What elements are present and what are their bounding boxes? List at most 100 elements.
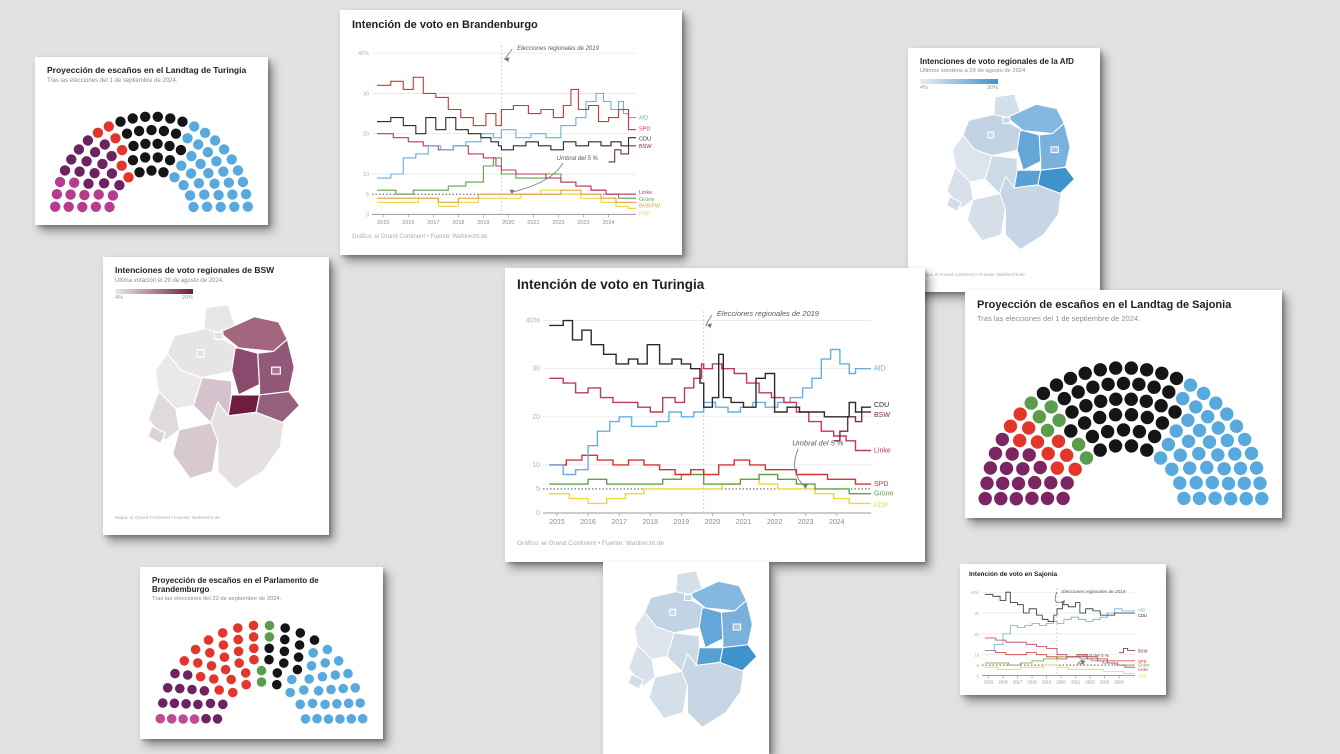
svg-text:2023: 2023 <box>1100 680 1110 685</box>
legend-max-label: 30% <box>986 85 998 92</box>
germany-map-afd <box>946 93 1075 251</box>
legend-gradient-bar <box>115 288 193 294</box>
svg-text:2022: 2022 <box>1085 680 1095 685</box>
svg-text:2023: 2023 <box>577 220 589 226</box>
card-title: Proyección de escaños en el Parlamento d… <box>152 576 319 595</box>
germany-map-bsw <box>147 303 301 490</box>
card-title: Intención de voto en Turingia <box>517 277 705 292</box>
svg-text:Umbral del 5 %: Umbral del 5 % <box>557 156 599 162</box>
svg-text:BSW: BSW <box>639 143 652 149</box>
svg-text:2019: 2019 <box>674 519 690 526</box>
card-poll-thuringia: Intención de voto en Turingia 40% 30 20 10 5… <box>505 268 925 562</box>
svg-text:FDP: FDP <box>874 502 888 509</box>
svg-text:BSW: BSW <box>1138 649 1148 654</box>
line-chart-brandenburg: 40% 30 20 10 5 0 2015 2016 2017 2018 2019 2020 2021 2… <box>358 44 661 226</box>
svg-text:CDU: CDU <box>1138 613 1147 618</box>
svg-text:2016: 2016 <box>402 220 414 226</box>
svg-text:0: 0 <box>536 510 540 517</box>
card-subtitle: Últimos sondeos a 29 de agosto de 2024 <box>920 68 1026 75</box>
svg-text:2020: 2020 <box>502 220 514 226</box>
svg-text:Elecciones regionales de 2019: Elecciones regionales de 2019 <box>1062 589 1126 594</box>
svg-text:2019: 2019 <box>477 220 489 226</box>
svg-text:2023: 2023 <box>798 519 814 526</box>
svg-text:2017: 2017 <box>427 220 439 226</box>
card-title: Proyección de escaños en el Landtag de T… <box>47 65 247 75</box>
svg-text:2018: 2018 <box>452 220 464 226</box>
svg-text:40%: 40% <box>971 591 980 596</box>
svg-text:2020: 2020 <box>705 519 721 526</box>
card-subtitle: Última votación el 29 de agosto de 2024. <box>115 277 224 284</box>
card-map-bsw: Intenciones de voto regionales de BSW Úl… <box>103 257 329 535</box>
svg-text:SPD: SPD <box>874 481 888 488</box>
svg-text:2015: 2015 <box>549 519 565 526</box>
svg-text:Grüne: Grüne <box>639 197 654 203</box>
svg-text:SPD: SPD <box>639 126 650 132</box>
line-chart-thuringia: 40% 30 20 10 5 0 2015 2016 2017 2018 2019 2020 2021 2… <box>526 309 894 526</box>
svg-text:2021: 2021 <box>736 519 752 526</box>
svg-text:Linke: Linke <box>639 190 652 196</box>
svg-text:2018: 2018 <box>1027 680 1037 685</box>
svg-text:2015: 2015 <box>984 680 994 685</box>
svg-text:CDU: CDU <box>874 402 889 409</box>
legend-min-label: 4% <box>920 85 928 92</box>
svg-text:2018: 2018 <box>642 519 658 526</box>
svg-text:10: 10 <box>974 653 979 658</box>
hemicycle-chart-saxony <box>977 360 1270 506</box>
card-title: Intenciones de voto regionales de BSW <box>115 265 275 275</box>
svg-text:40%: 40% <box>526 317 540 324</box>
svg-text:2020: 2020 <box>1056 680 1066 685</box>
chart-source: Gráfico: el Grand Continent • Fuente: Wa… <box>352 234 488 240</box>
svg-text:20: 20 <box>974 632 979 637</box>
svg-text:2022: 2022 <box>767 519 783 526</box>
svg-text:5: 5 <box>536 485 540 492</box>
hemicycle-chart-thuringia <box>49 110 254 213</box>
card-seats-thuringia: Proyección de escaños en el Landtag de T… <box>35 57 268 225</box>
card-poll-brandenburg: Intención de voto en Brandenburgo 40% 30 2… <box>340 10 682 255</box>
card-subtitle: Tras las elecciones del 1 de septiembre … <box>47 77 178 84</box>
svg-text:AfD: AfD <box>639 115 648 121</box>
card-subtitle: Tras las elecciones del 1 de septiembre … <box>977 313 1141 323</box>
card-title: Intenciones de voto regionales de la AfD <box>920 57 1074 66</box>
map-source: Mapa: el Grand Continent • Fuente: Wahlr… <box>920 273 1025 279</box>
svg-text:5: 5 <box>366 192 369 198</box>
svg-text:2017: 2017 <box>1013 680 1023 685</box>
choropleth-legend: 4% 30% <box>920 79 998 91</box>
svg-text:2019: 2019 <box>1042 680 1052 685</box>
choropleth-legend: 4% 20% <box>115 288 193 301</box>
svg-text:2017: 2017 <box>611 519 627 526</box>
svg-text:2021: 2021 <box>1071 680 1081 685</box>
line-chart-saxony: 40% 30 20 10 5 0 2015 2016 2017 2018 2019 2020 2021 2… <box>971 588 1150 685</box>
hemicycle-chart-brandenburg <box>154 620 369 726</box>
svg-text:Elecciones regionales de 2019: Elecciones regionales de 2019 <box>517 46 599 52</box>
legend-max-label: 20% <box>181 294 193 301</box>
svg-text:CDU: CDU <box>639 136 651 142</box>
card-map-east <box>603 562 769 754</box>
svg-text:30: 30 <box>974 611 979 616</box>
svg-text:30: 30 <box>363 91 369 97</box>
svg-text:Elecciones regionales de 2019: Elecciones regionales de 2019 <box>717 309 820 318</box>
card-poll-saxony: Intención de voto en Sajonia 40% 30 20 10 5 0… <box>960 564 1166 695</box>
svg-text:2021: 2021 <box>527 220 539 226</box>
card-seats-saxony: Proyección de escaños en el Landtag de S… <box>965 290 1282 518</box>
germany-map-east <box>627 570 758 728</box>
svg-text:2024: 2024 <box>1114 680 1124 685</box>
svg-text:Umbral del 5 %: Umbral del 5 % <box>1077 653 1109 658</box>
svg-text:20: 20 <box>532 413 540 420</box>
svg-text:10: 10 <box>363 172 369 178</box>
svg-text:2022: 2022 <box>552 220 564 226</box>
card-map-afd: Intenciones de voto regionales de la AfD… <box>908 48 1100 292</box>
card-seats-brandenburg: Proyección de escaños en el Parlamento d… <box>140 567 383 739</box>
svg-text:0: 0 <box>977 674 980 679</box>
svg-text:Grüne: Grüne <box>1138 663 1150 668</box>
svg-text:FDP: FDP <box>639 211 650 217</box>
svg-text:Linke: Linke <box>874 447 891 454</box>
svg-text:AfD: AfD <box>874 365 886 372</box>
legend-gradient-bar <box>920 79 998 85</box>
chart-source: Gráfico: el Grand Continent • Fuente: Wa… <box>517 539 664 547</box>
svg-text:Grüne: Grüne <box>874 490 894 497</box>
svg-text:AfD: AfD <box>1138 608 1145 613</box>
svg-text:40%: 40% <box>358 51 369 57</box>
card-title: Intención de voto en Brandenburgo <box>352 19 538 31</box>
svg-text:Umbral del 5 %: Umbral del 5 % <box>792 438 844 447</box>
